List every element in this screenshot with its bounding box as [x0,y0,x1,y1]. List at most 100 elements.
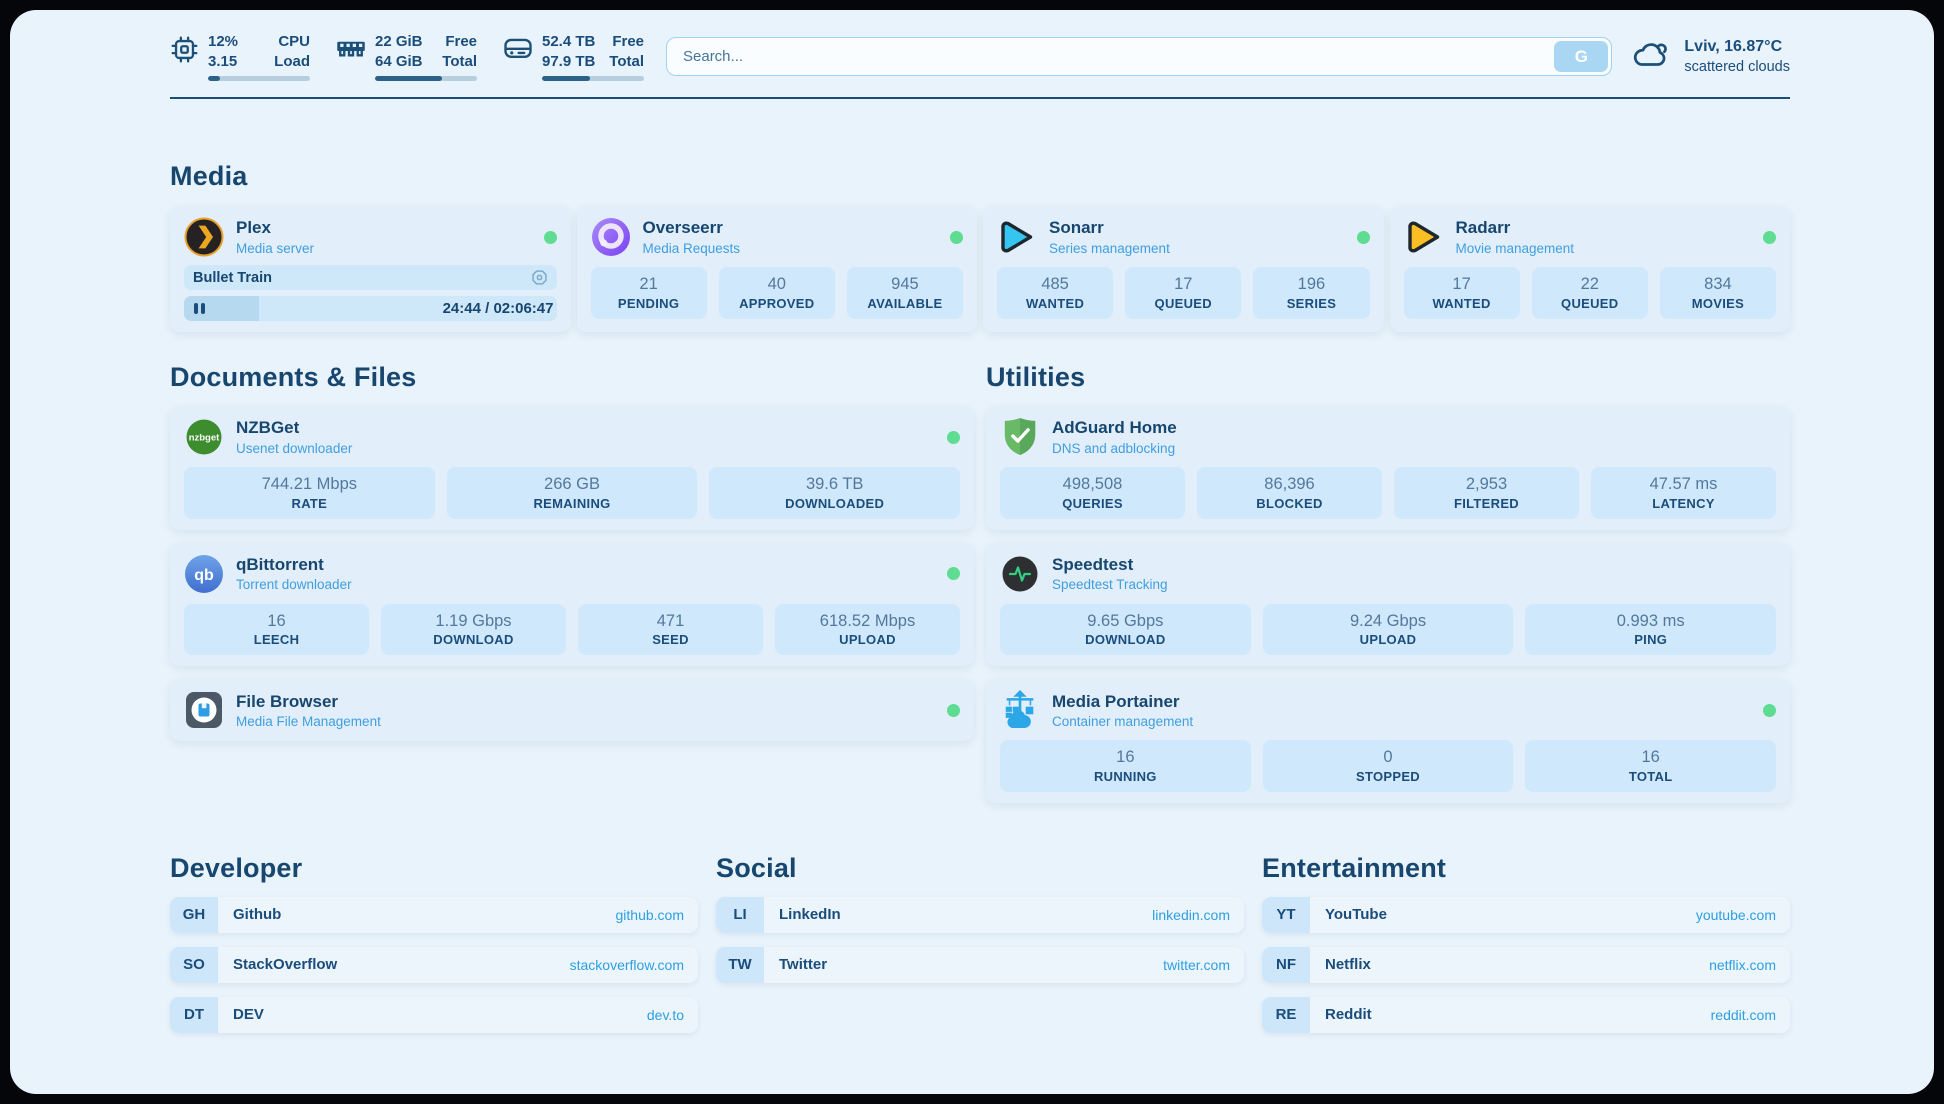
svg-text:nzbget: nzbget [189,433,220,444]
cpu-label-bottom: Load [274,52,310,70]
bookmark-linkedin[interactable]: LI LinkedIn linkedin.com [716,896,1244,933]
bookmark-url[interactable]: reddit.com [1710,1006,1776,1023]
app-card-overseerr[interactable]: Overseerr Media Requests 21 PENDING 40 APP… [576,206,977,332]
ram-icon [336,35,366,66]
stat-label: TOTAL [1628,768,1673,784]
stat-label: WANTED [1026,295,1085,311]
app-card-qbittorrent[interactable]: qb qBittorrent Torrent downloader 16 LEEC… [170,542,974,667]
search-input[interactable] [666,37,1613,76]
pause-icon[interactable] [194,303,205,314]
app-card-plex[interactable]: Plex Media server Bullet Train 24:44 / 0… [170,206,571,332]
status-online-dot [947,430,960,444]
bookmark-github[interactable]: GH Github github.com [170,896,698,933]
cpu-label-top: CPU [278,33,310,50]
stat-value: 16 [1116,748,1135,767]
stat-label: RATE [291,495,328,511]
bookmark-badge: TW [716,946,764,983]
qbittorrent-icon: qb [184,554,224,594]
bookmark-url[interactable]: youtube.com [1695,906,1776,923]
bookmark-name: LinkedIn [779,906,841,924]
section-title-utilities: Utilities [986,362,1086,392]
stats-row: 16 LEECH 1.19 Gbps DOWNLOAD 471 SEED 618.52… [184,603,960,656]
stat-label: UPLOAD [839,632,896,648]
app-title: Plex [236,218,271,238]
stat-value: 0.993 ms [1616,611,1685,630]
app-card-radarr[interactable]: Radarr Movie management 17 WANTED 22 QUEUE… [1389,206,1790,332]
playback-progress-row[interactable]: 24:44 / 02:06:47 [184,296,557,321]
stat-value: 9.24 Gbps [1349,611,1427,630]
app-card-portainer[interactable]: Media Portainer Container management 16 R… [986,679,1790,803]
app-card-nzbget[interactable]: nzbget NZBGet Usenet downloader 744.21 M… [170,406,974,530]
disk-icon [503,35,533,66]
stat-box: 0.993 ms PING [1525,603,1777,656]
stat-label: BLOCKED [1256,495,1323,511]
app-title: Media Portainer [1052,691,1180,711]
stats-row: 485 WANTED 17 QUEUED 196 SERIES [997,267,1370,319]
app-title: qBittorrent [236,554,324,574]
stat-label: LEECH [253,632,300,648]
app-title: File Browser [236,691,339,711]
bookmark-reddit[interactable]: RE Reddit reddit.com [1262,996,1790,1033]
app-card-speedtest[interactable]: Speedtest Speedtest Tracking 9.65 Gbps DO… [986,542,1790,667]
cast-icon[interactable] [531,269,548,286]
search-bar: G [666,37,1613,76]
status-online-dot [950,230,963,244]
adguard-icon [1000,417,1040,457]
bookmark-stackoverflow[interactable]: SO StackOverflow stackoverflow.com [170,946,698,983]
app-title: Overseerr [642,218,723,238]
app-card-sonarr[interactable]: Sonarr Series management 485 WANTED 17 QUE… [983,206,1384,332]
stat-label: DOWNLOAD [1085,632,1166,648]
ram-total: 64 GiB [375,52,423,70]
bookmark-badge: DT [170,996,218,1033]
stats-row: 16 RUNNING 0 STOPPED 16 TOTAL [1000,740,1777,792]
app-title: AdGuard Home [1052,418,1177,438]
bookmark-url[interactable]: linkedin.com [1152,906,1230,923]
weather-widget: Lviv, 16.87°C scattered clouds [1630,36,1790,77]
stat-label: DOWNLOAD [433,632,514,648]
app-title: Radarr [1455,218,1511,238]
stat-label: LATENCY [1652,495,1715,511]
app-card-filebrowser[interactable]: File Browser Media File Management [170,679,974,742]
plex-now-playing: Bullet Train 24:44 / 02:06:47 [184,265,557,321]
bookmark-url[interactable]: netflix.com [1709,956,1776,973]
cpu-load-avg: 3.15 [208,52,238,70]
stat-box: 834 MOVIES [1659,267,1777,319]
app-subtitle: Container management [1052,713,1194,729]
bookmark-url[interactable]: twitter.com [1163,956,1230,973]
app-subtitle: Usenet downloader [236,440,353,456]
section-title-documents: Documents & Files [170,362,417,392]
bookmark-badge: LI [716,896,764,933]
bookmark-dev[interactable]: DT DEV dev.to [170,996,698,1033]
stat-label: STOPPED [1356,768,1420,784]
portainer-icon [1000,690,1040,730]
ram-label-top: Free [445,33,477,50]
stat-box: 618.52 Mbps UPLOAD [775,603,960,656]
app-card-adguard[interactable]: AdGuard Home DNS and adblocking 498,508 Q… [986,406,1790,530]
google-search-button[interactable]: G [1554,41,1609,72]
app-subtitle: Media Requests [642,240,741,256]
cpu-icon [170,35,199,69]
nzbget-icon: nzbget [184,417,224,457]
stat-box: 39.6 TB DOWNLOADED [709,467,961,519]
stat-label: SEED [652,632,689,648]
stats-row: 17 WANTED 22 QUEUED 834 MOVIES [1403,267,1777,319]
stat-box: 485 WANTED [997,267,1114,319]
stat-value: 17 [1452,275,1471,293]
stat-value: 22 [1580,275,1599,293]
stat-value: 618.52 Mbps [819,611,916,630]
bookmark-badge: GH [170,896,218,933]
disk-widget: 52.4 TB 97.9 TB Free Total [503,32,644,81]
stat-label: UPLOAD [1359,632,1417,648]
bookmark-twitter[interactable]: TW Twitter twitter.com [716,946,1244,983]
bookmark-url[interactable]: dev.to [646,1006,684,1023]
bookmark-netflix[interactable]: NF Netflix netflix.com [1262,946,1790,983]
bookmark-url[interactable]: stackoverflow.com [569,956,684,973]
status-online-dot [1356,230,1370,244]
social-column: Social LI LinkedIn linkedin.com TW Twitt… [716,853,1244,1033]
svg-text:qb: qb [194,567,214,584]
bookmark-url[interactable]: github.com [615,906,684,923]
stat-label: FILTERED [1454,495,1519,511]
bookmark-youtube[interactable]: YT YouTube youtube.com [1262,896,1790,933]
stat-box: 945 AVAILABLE [846,267,964,319]
utilities-column: Utilities AdGuard Home DNS and adblockin… [986,362,1790,803]
